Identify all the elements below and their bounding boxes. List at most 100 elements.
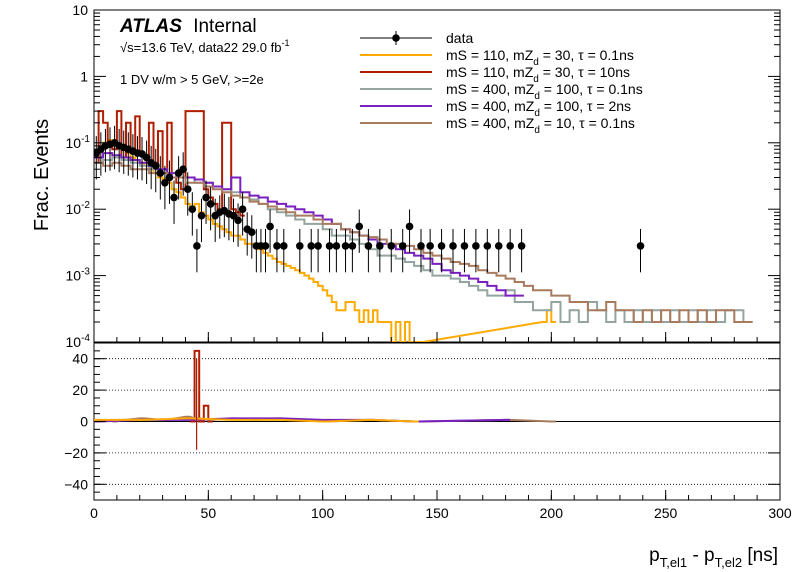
data-point [273,242,281,250]
axes-layer: 0 50 100 150 200 250 30010-410-310-210-1110−40… [64,2,792,521]
ratio-y-tick-label: 0 [80,414,88,430]
data-point [460,242,469,250]
y-tick-label: 1 [80,68,88,84]
y-tick-label: 10-2 [66,200,91,217]
series-0 [94,139,556,342]
data-point [296,242,304,250]
x-tick-label: 250 [654,505,678,521]
data-point [325,242,334,250]
data-points-layer [94,125,645,273]
data-point [234,216,242,225]
series-0-line [94,139,556,342]
data-point [229,211,238,220]
data-point [332,242,341,250]
series-3 [94,152,524,297]
x-tick-label: 200 [540,505,564,521]
legend-label: mS = 400, mZd = 100, τ = 2ns [446,98,631,119]
data-point [183,185,192,194]
data-point [165,173,174,182]
data-point [426,242,434,250]
data-point [170,193,178,202]
x-tick-label: 300 [768,505,792,521]
data-point [161,178,169,187]
legend-label: mS = 400, mZd = 10, τ = 0.1ns [446,115,635,136]
data-point [437,242,446,250]
x-tick-label: 100 [311,505,335,521]
data-point [142,153,151,162]
experiment-label: ATLAS Internal [119,16,257,37]
data-point [398,242,407,250]
legend-entry-3: mS = 400, mZd = 100, τ = 0.1ns [360,81,643,102]
data-point [202,193,210,202]
series-3-line [94,152,524,297]
data-point [206,200,215,208]
data-point [405,222,414,231]
data-point [197,211,206,220]
data-point [279,242,288,250]
legend-entry-4: mS = 400, mZd = 100, τ = 2ns [360,98,631,119]
data-point [341,242,350,250]
ratio-y-tick-label: −20 [64,445,88,461]
legend-label: data [446,30,473,46]
data-point [266,222,274,231]
y-tick-label: 10-1 [66,134,91,151]
x-axis-label: pT,el1 - pT,el2 [ns] [649,545,778,570]
data-point [472,242,480,250]
legend-entry-5: mS = 400, mZd = 10, τ = 0.1ns [360,115,635,136]
legend-entry-2: mS = 110, mZd = 30, τ = 10ns [360,64,630,85]
data-point [387,242,396,250]
data-point [449,242,457,250]
data-point [261,242,270,250]
data-point [417,242,425,250]
series-4-line [94,161,753,323]
data-point [636,242,645,250]
data-point [494,242,503,250]
data-point [364,242,373,250]
x-tick-label: 150 [425,505,449,521]
ratio-series-0 [190,349,213,423]
data-point [179,165,187,174]
atlas-text: ATLAS [119,16,182,37]
ratio-y-tick-label: −40 [64,476,88,492]
data-point [376,242,384,250]
selection-label: 1 DV w/m > 5 GeV, >=2e [120,72,264,87]
legend-label: mS = 110, mZd = 30, τ = 10ns [446,64,630,85]
series-4 [94,161,753,323]
legend-marker [392,34,400,42]
data-point [188,205,197,213]
data-point [307,242,316,250]
y-tick-label: 10-3 [66,267,91,284]
y-tick-label: 10-4 [66,333,91,350]
x-tick-label: 0 [90,505,98,521]
data-point [156,169,165,177]
data-point [506,242,514,250]
data-point [483,242,492,250]
data-point [247,228,256,237]
data-point [348,242,357,250]
top-plot-frame [93,9,781,343]
ratio-y-tick-label: 40 [72,351,88,367]
energy-text: √s=13.6 TeV, data22 29.0 fb [120,40,281,55]
x-tick-label: 50 [201,505,217,521]
ratio-series-layer [94,349,556,450]
y-tick-label: 10 [72,2,88,18]
energy-sup: -1 [281,38,289,48]
legend-entry-1: mS = 110, mZd = 30, τ = 0.1ns [360,47,634,68]
histogram-series-layer [94,110,753,342]
legend-label: mS = 110, mZd = 30, τ = 0.1ns [446,47,634,68]
legend-label: mS = 400, mZd = 100, τ = 0.1ns [446,81,643,102]
data-point [193,242,201,250]
data-point [355,222,364,231]
legend-entry-0: data [360,30,473,46]
y-axis-label: Frac. Events [31,119,53,231]
ratio-series-3 [94,417,419,423]
data-point [151,162,160,170]
data-point [314,242,322,250]
ratio-y-tick-label: 20 [72,382,88,398]
data-point [517,242,526,250]
energy-label: √s=13.6 TeV, data22 29.0 fb-1 [120,38,289,55]
status-text: Internal [193,16,256,37]
data-point [238,205,247,213]
